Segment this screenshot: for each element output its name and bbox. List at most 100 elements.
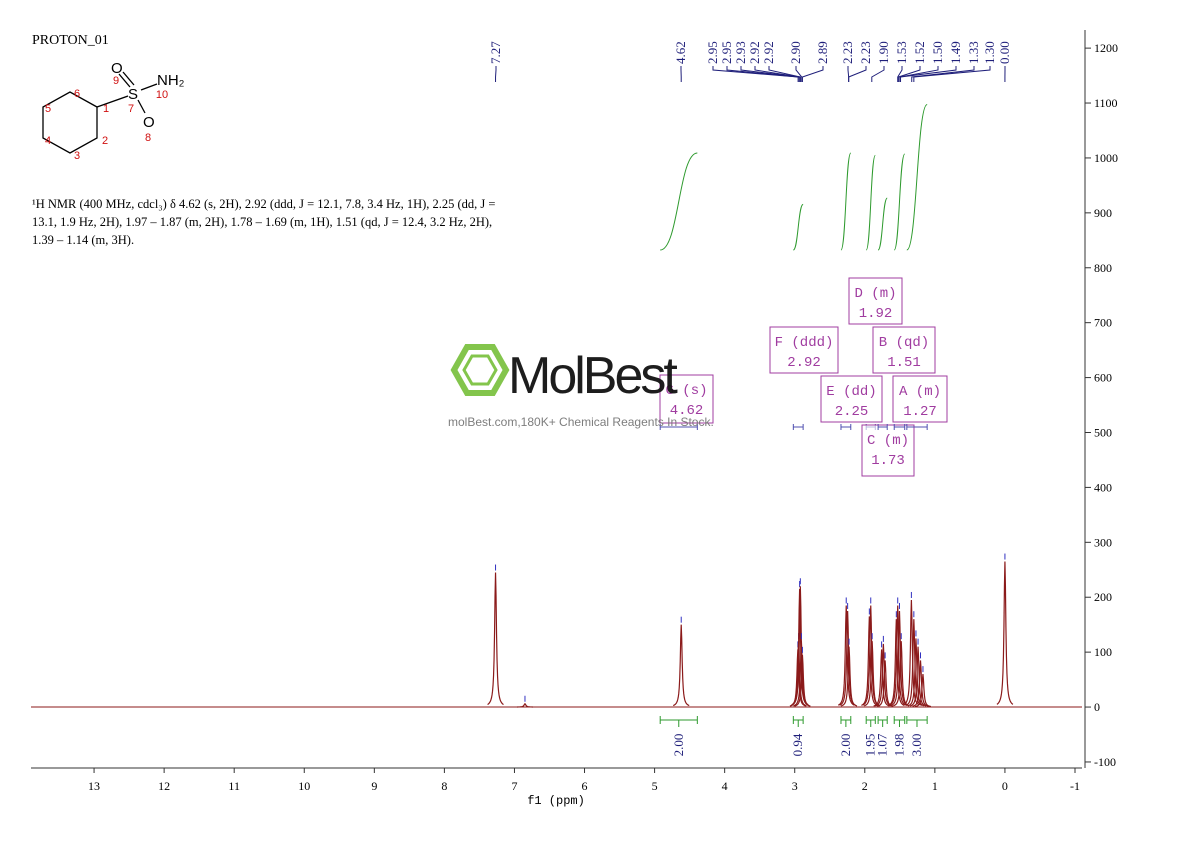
multiplet-name: E (dd) [826,384,876,400]
multiplet-shift: 1.51 [887,355,921,371]
integral-curve [840,152,852,251]
atom-number: 6 [74,88,80,100]
atom-number: 3 [74,150,80,162]
peak-label-connector [911,66,975,82]
atom-number: 7 [128,103,134,115]
peak [487,572,504,706]
atom-label: S [128,86,138,103]
peak [893,641,910,707]
peak-label: 2.23 [840,41,855,64]
peak-label-connector [740,66,801,82]
peak-label: 2.95 [719,41,734,64]
watermark-tagline: molBest.com,180K+ Chemical Reagents In S… [448,415,714,429]
description: ¹H NMR (400 MHz, cdcl₃) δ 4.62 (s, 2H), … [32,197,495,247]
peak-label: 2.92 [747,41,762,64]
atom-number: 1 [103,103,109,115]
multiplet-box [892,375,948,423]
integral-label: 0.94 [790,733,805,756]
y-tick-label: 800 [1094,261,1112,275]
y-tick-label: 400 [1094,480,1112,494]
multiplet-range [877,424,888,430]
multiplet-name: C (m) [867,433,909,449]
atom-label: O [111,60,123,77]
bond [118,73,131,88]
y-tick-label: 600 [1094,371,1112,385]
watermark-brand: MolBest [508,347,678,405]
peak-label: 7.27 [488,41,503,64]
integral-curve [865,154,876,251]
y-tick-label: -100 [1094,755,1116,769]
ring-bonds [42,91,98,154]
integral-bar [906,716,928,727]
peak-label: 1.90 [876,41,891,64]
integral-label: 1.95 [863,734,878,757]
integral-label: 2.00 [671,734,686,757]
x-tick-label: -1 [1070,779,1080,793]
integral-bar [865,716,876,727]
peak-label-connector [913,66,991,82]
experiment-title: PROTON_01 [32,33,109,48]
integral-bar [659,716,698,727]
integral-label: 2.00 [838,734,853,757]
y-tick-label: 700 [1094,316,1112,330]
atom-number: 4 [45,135,51,147]
description-line: 13.1, 1.9 Hz, 2H), 1.97 – 1.87 (m, 2H), … [32,215,492,229]
multiplet-range [659,424,698,430]
multiplet-name: G (s) [665,383,707,399]
atom-number: 2 [102,135,108,147]
multiplet-range [893,424,906,430]
y-tick-label: 100 [1094,645,1112,659]
multiplet-box [769,326,839,374]
peak [912,660,929,707]
y-tick-label: 1000 [1094,151,1118,165]
multiplet-name: B (qd) [879,335,929,351]
peak-label-connector [801,66,824,82]
multiplet-shift: 2.92 [787,355,821,371]
multiplet-box [861,424,915,477]
peak [837,605,855,706]
integral-curve [877,197,888,251]
multiplet-box [872,326,936,374]
integral-curve [792,203,804,251]
y-tick-label: 900 [1094,206,1112,220]
peak-label: 0.00 [997,41,1012,64]
integral-label: 1.07 [875,733,890,756]
x-tick-label: 12 [158,779,170,793]
y-tick-label: 300 [1094,535,1112,549]
peak-label: 2.90 [788,41,803,64]
y-tick-label: 200 [1094,590,1112,604]
x-tick-label: 7 [511,779,517,793]
multiplet-box [659,374,714,424]
peak-label-connector [848,66,867,82]
peak [889,605,906,706]
bond [140,83,158,91]
atom-number: 8 [145,132,151,144]
peak-label: 2.23 [858,41,873,64]
x-tick-label: 5 [652,779,658,793]
logo-inner [462,354,498,386]
y-tick-label: 500 [1094,425,1112,439]
peak [840,646,858,707]
x-axis-label: f1 (ppm) [527,794,585,808]
bond [137,99,146,114]
peak [891,610,908,706]
multiplet-range [792,424,804,430]
x-tick-label: 2 [862,779,868,793]
peak-label-connector [795,66,803,82]
integral-curve [893,153,906,251]
x-tick-label: 10 [298,779,310,793]
multiplet-name: D (m) [854,286,896,302]
peak [914,674,932,708]
bond [96,95,129,108]
atom-numbers: 1 2 3 4 5 6 7 8 9 10 [45,75,168,162]
atom-number: 5 [45,103,51,115]
x-tick-label: 9 [371,779,377,793]
peak-label-connector [768,66,801,82]
multiplet-range [840,424,852,430]
peak [794,654,811,707]
x-tick-label: 0 [1002,779,1008,793]
peak [861,616,878,706]
multiplet-shift: 1.92 [859,306,893,322]
multiplet-shift: 4.62 [670,403,704,419]
